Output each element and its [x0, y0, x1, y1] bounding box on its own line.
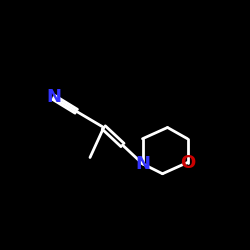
Text: O: O	[180, 154, 195, 172]
Text: N: N	[46, 88, 61, 106]
Text: N: N	[135, 155, 150, 173]
